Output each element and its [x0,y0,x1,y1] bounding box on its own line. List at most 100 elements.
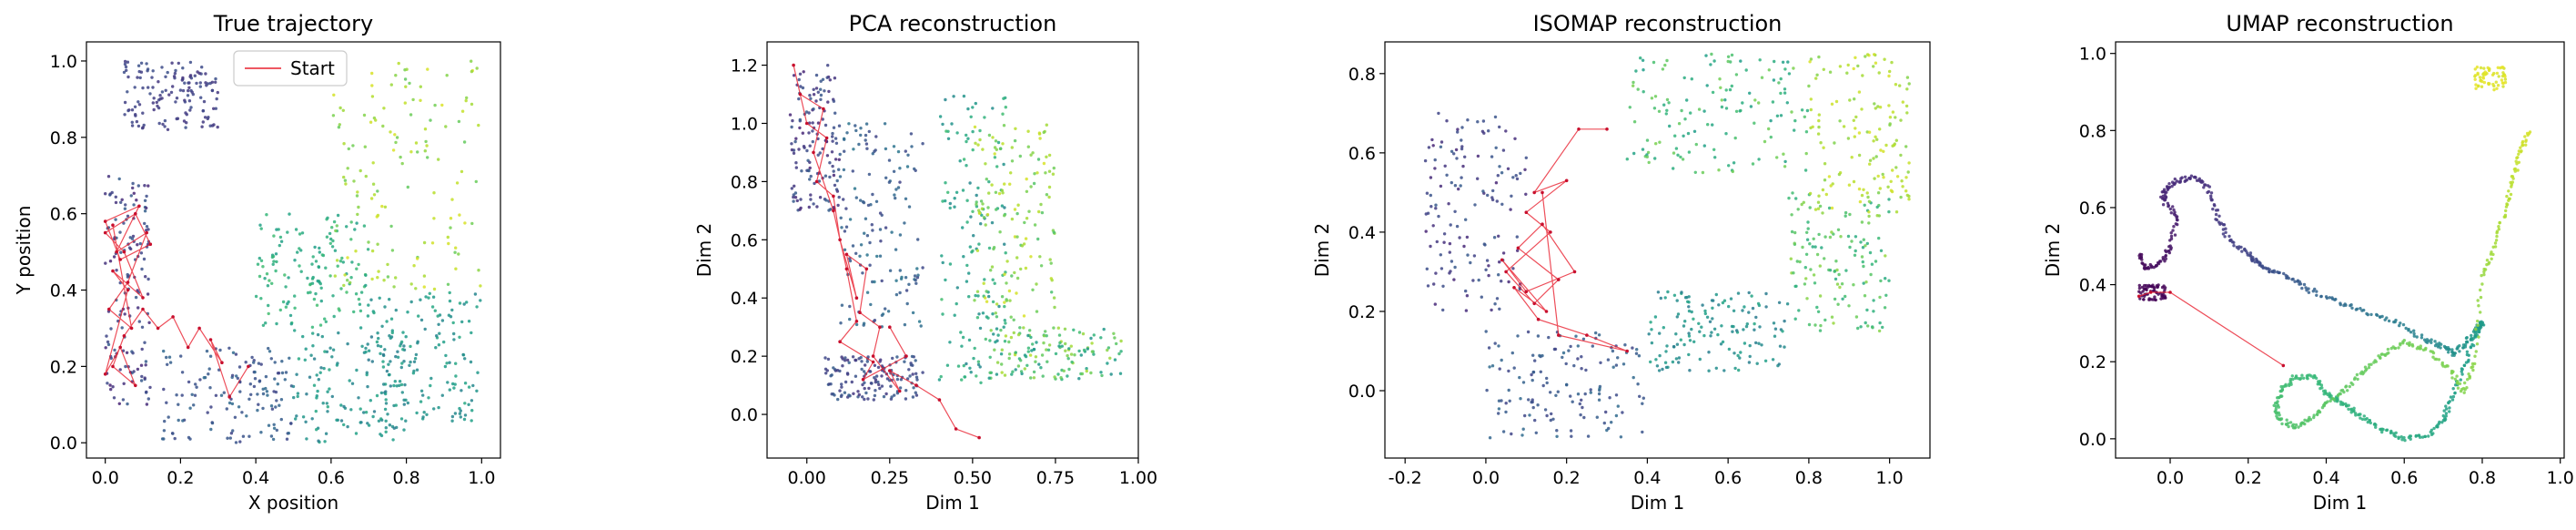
scatter-point [909,363,914,367]
scatter-point [470,409,474,413]
scatter-point [336,264,339,268]
subplot-isomap-reconstruction: -0.2 0.0 0.2 0.4 0.6 0.8 1.00.00.20.40.60.8ISO… [1311,11,1931,514]
scatter-point [174,100,177,104]
scatter-point [948,206,952,210]
scatter-point [839,216,843,219]
scatter-point [205,349,209,353]
scatter-point [848,218,853,221]
scatter-point [2415,347,2419,351]
scatter-point [1015,256,1019,260]
scatter-point [1672,344,1676,349]
scatter-point [1883,306,1887,310]
scatter-point [1779,76,1783,81]
scatter-point [1032,181,1036,186]
scatter-point [809,193,813,197]
scatter-point [1750,294,1753,298]
scatter-point [833,158,838,161]
start-path-point [1549,230,1552,234]
start-path-point [103,219,107,223]
scatter-point [1539,370,1543,373]
scatter-point [267,423,271,427]
scatter-point [2344,402,2348,406]
scatter-point [1052,296,1056,300]
scatter-point [1453,265,1457,270]
scatter-point [145,194,148,199]
scatter-point [965,280,969,283]
scatter-point [1509,208,1512,211]
scatter-point [1712,148,1716,151]
scatter-point [265,213,268,217]
scatter-point [2520,143,2524,148]
scatter-point [1545,381,1549,385]
plot-area [788,63,1123,440]
scatter-point [123,100,127,105]
scatter-point [400,161,404,166]
scatter-point [252,361,256,364]
scatter-point [162,387,166,392]
scatter-point [939,374,943,379]
scatter-point [314,409,318,413]
scatter-point [467,403,470,406]
scatter-point [201,120,205,124]
scatter-point [323,317,327,321]
scatter-point [1801,245,1804,250]
scatter-point [1858,199,1863,204]
scatter-point [1884,143,1888,148]
scatter-point [126,60,130,64]
scatter-point [1790,229,1794,234]
scatter-point [274,390,278,394]
scatter-point [152,107,156,112]
scatter-point [1054,352,1058,356]
x-tick-label: 0.8 [2469,468,2496,488]
y-tick-label: 0.8 [1349,65,1376,85]
scatter-point [867,172,872,177]
scatter-point [832,169,835,173]
start-path-point [1504,270,1508,274]
scatter-point [884,176,888,179]
scatter-point [383,407,388,412]
scatter-point [359,168,362,173]
subplot-umap-reconstruction: 0.0 0.2 0.4 0.6 0.8 1.00.00.20.40.60.81.0UMAP… [2042,11,2574,514]
scatter-point [125,351,129,354]
scatter-point [2172,212,2177,216]
scatter-point [2453,377,2457,381]
scatter-point [887,158,892,162]
scatter-point [321,402,325,405]
start-path-point [111,364,115,369]
plot-area [1423,52,1911,440]
scatter-point [2507,189,2510,193]
scatter-point [1066,357,1070,361]
scatter-point [208,386,212,390]
scatter-point [893,193,896,197]
scatter-point [1775,114,1780,117]
scatter-point [2352,406,2356,410]
scatter-point [261,387,265,391]
x-tick-label: 0.0 [2157,468,2184,488]
scatter-point [799,85,803,88]
scatter-point [432,407,436,411]
scatter-point [1815,252,1820,257]
y-tick-label: 0.6 [50,205,77,225]
scatter-point [2520,149,2523,153]
scatter-point [1501,251,1506,255]
scatter-point [422,274,427,278]
scatter-point [1881,325,1884,330]
scatter-point [2137,286,2142,290]
scatter-point [469,360,473,364]
scatter-point [1056,326,1061,330]
scatter-point [1853,97,1856,101]
scatter-point [458,301,462,305]
x-tick-label: 0.4 [242,468,269,488]
scatter-point [995,208,998,211]
scatter-point [2482,80,2487,85]
scatter-point [126,214,130,218]
scatter-point [2417,433,2421,437]
scatter-point [993,348,996,352]
scatter-point [1044,171,1047,175]
scatter-point [1045,123,1049,127]
scatter-point [887,180,892,184]
scatter-point [295,372,298,376]
scatter-point [830,150,834,154]
start-path-point [118,258,122,261]
scatter-point [1856,326,1860,331]
